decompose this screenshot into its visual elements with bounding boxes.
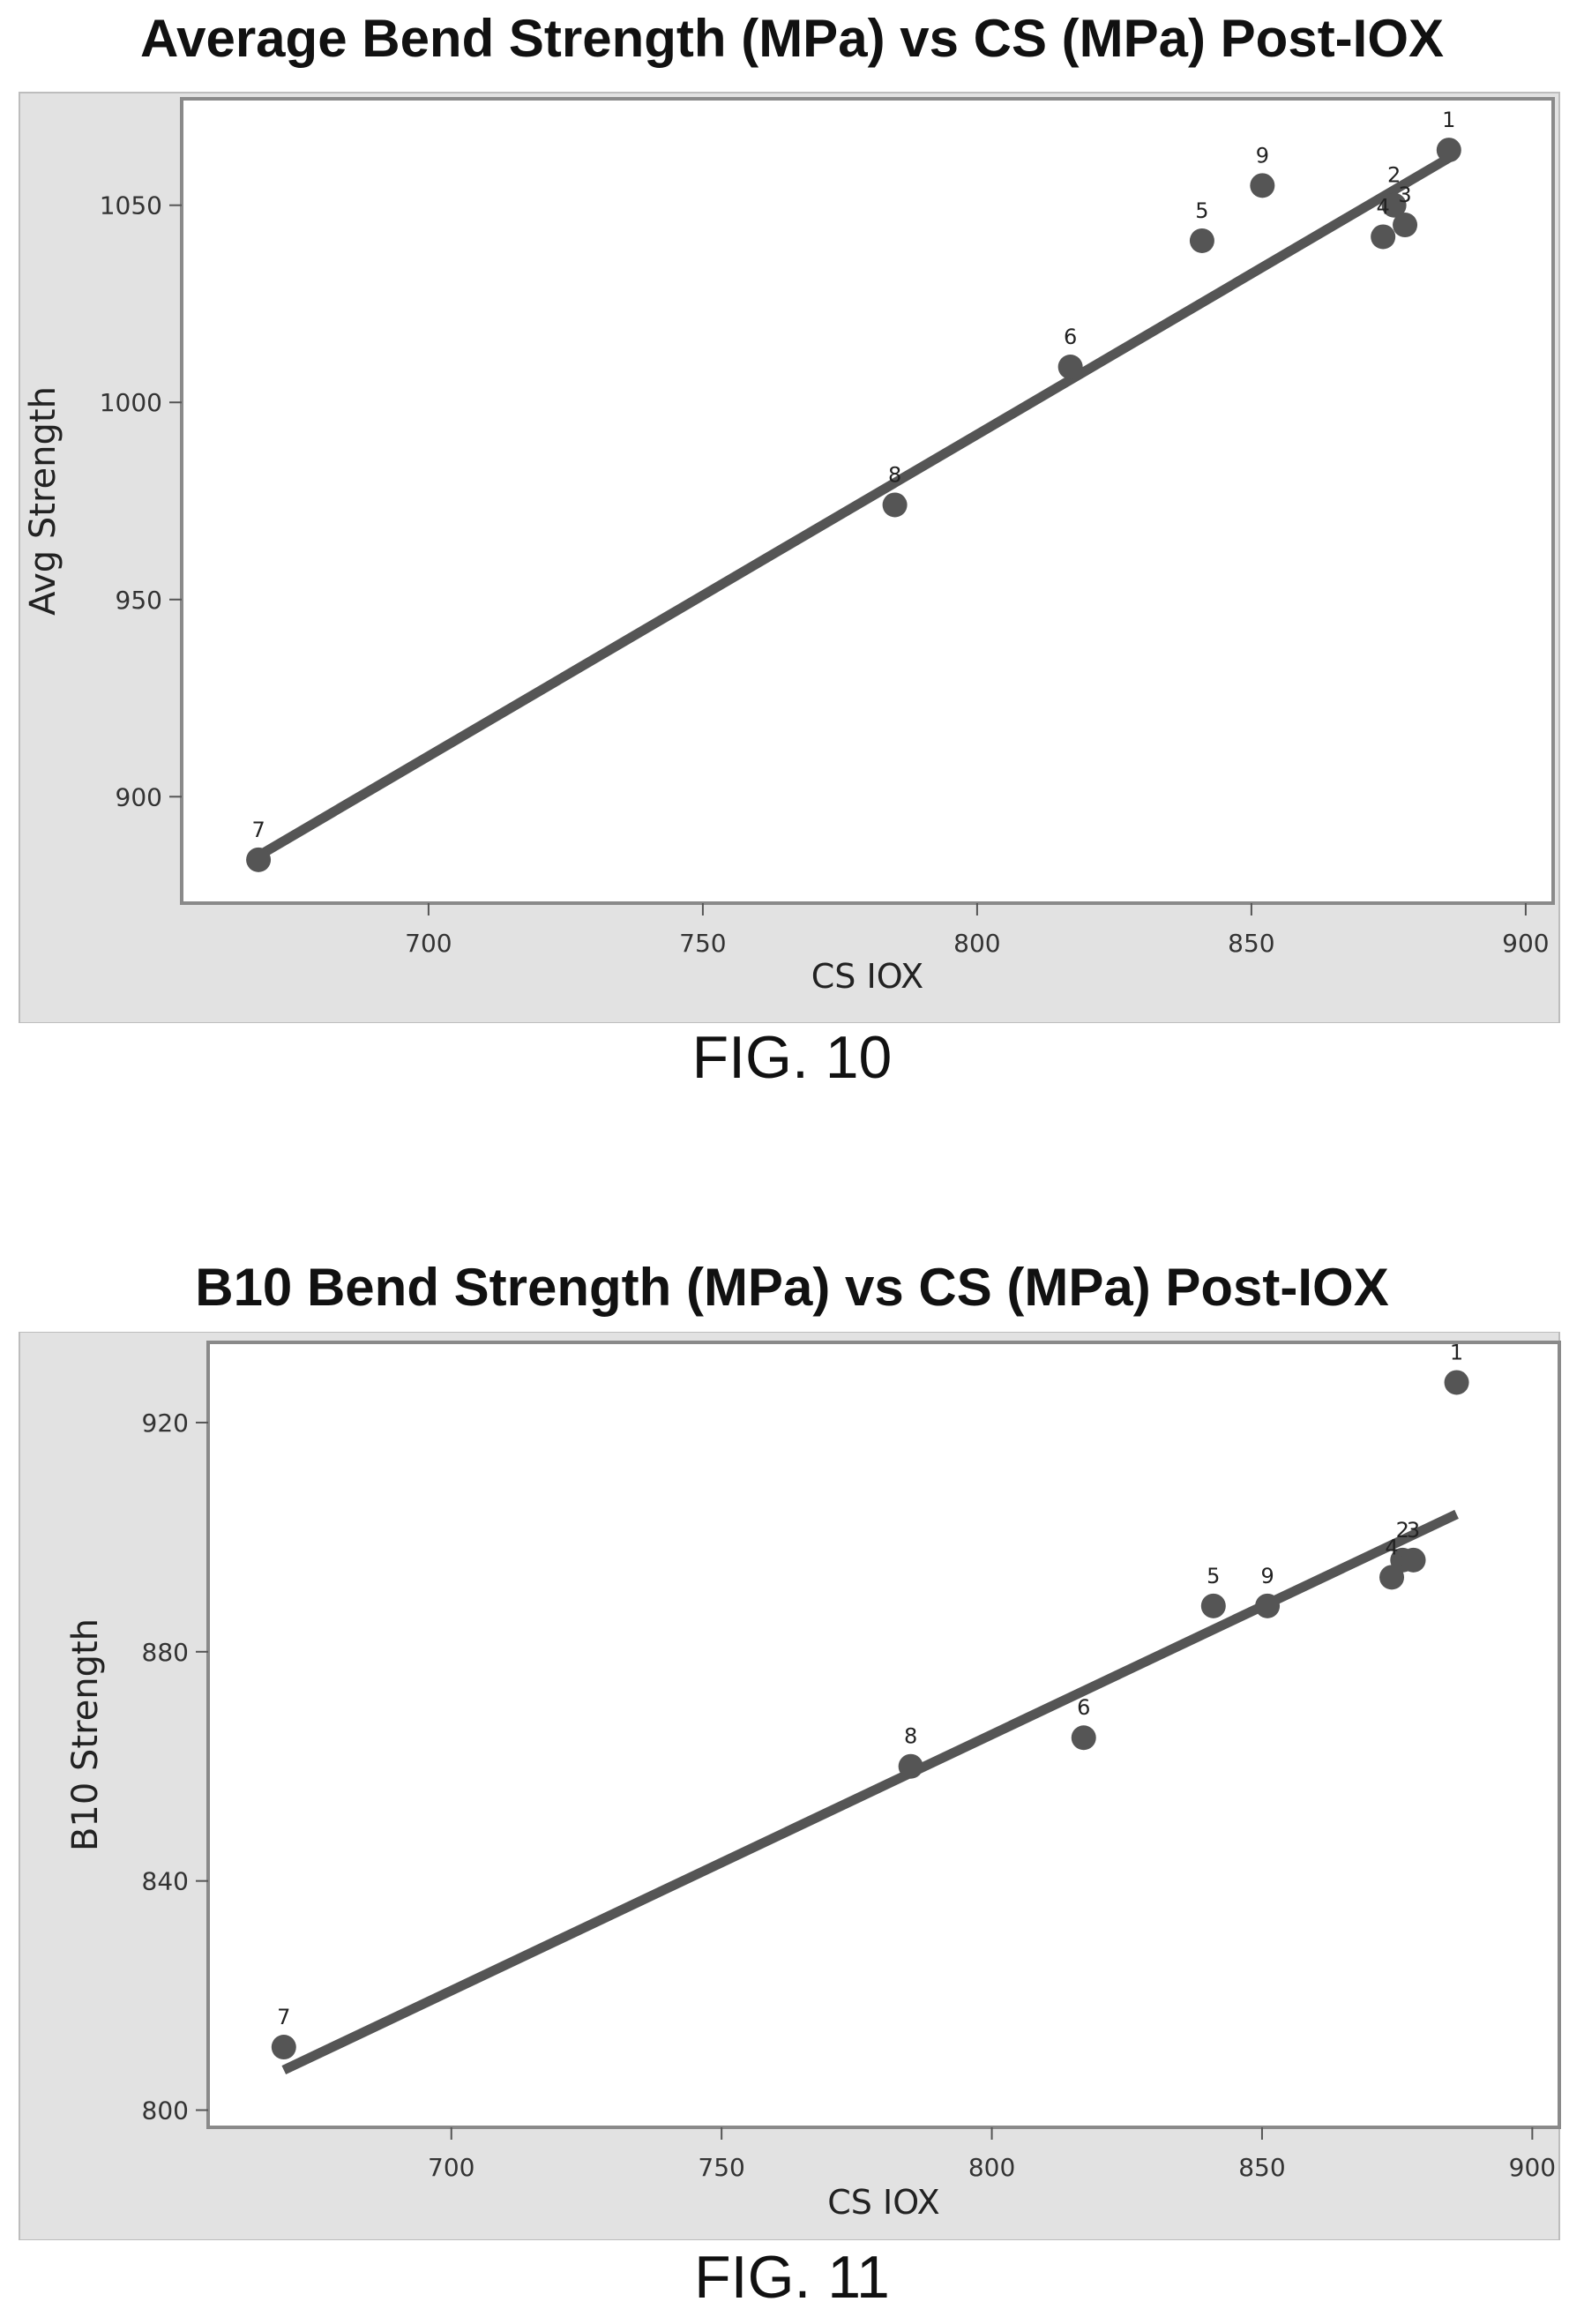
data-point xyxy=(898,1753,923,1779)
figure-caption: FIG. 11 xyxy=(694,2244,890,2311)
x-tick-label: 750 xyxy=(698,2153,744,2182)
data-point-label: 2 xyxy=(1387,163,1401,188)
y-tick-label: 900 xyxy=(116,782,162,811)
data-point xyxy=(1379,1565,1405,1590)
x-axis-label: CS IOX xyxy=(827,2183,939,2222)
data-point xyxy=(1436,138,1461,163)
x-tick-label: 800 xyxy=(953,929,1000,958)
data-point-label: 6 xyxy=(1064,325,1077,349)
data-point-label: 5 xyxy=(1195,198,1208,223)
y-tick-label: 1000 xyxy=(100,388,162,417)
data-point-label: 6 xyxy=(1077,1695,1090,1720)
y-tick-label: 950 xyxy=(116,586,162,615)
data-point-label: 9 xyxy=(1256,143,1269,168)
x-tick-label: 700 xyxy=(428,2153,474,2182)
x-tick-label: 900 xyxy=(1502,929,1549,958)
data-point xyxy=(1189,228,1214,253)
data-point-label: 5 xyxy=(1207,1564,1220,1588)
data-point-label: 7 xyxy=(277,2005,290,2029)
data-point xyxy=(1071,1725,1096,1751)
y-tick-label: 800 xyxy=(142,2096,189,2126)
data-point xyxy=(1393,213,1418,238)
data-point-label: 8 xyxy=(888,462,901,487)
x-tick-label: 700 xyxy=(405,929,452,958)
data-point xyxy=(1444,1370,1469,1395)
y-tick-label: 920 xyxy=(142,1409,189,1438)
data-point xyxy=(1371,224,1396,250)
data-point-label: 1 xyxy=(1442,108,1455,132)
data-point-label: 3 xyxy=(1398,183,1411,207)
data-point xyxy=(1401,1547,1426,1573)
x-tick-label: 900 xyxy=(1509,2153,1556,2182)
data-point xyxy=(1200,1593,1226,1618)
x-tick-label: 850 xyxy=(1238,2153,1285,2182)
x-tick-label: 800 xyxy=(968,2153,1015,2182)
data-point xyxy=(246,847,272,872)
data-point xyxy=(1255,1593,1281,1618)
data-point-label: 7 xyxy=(251,818,265,842)
figure-caption: FIG. 10 xyxy=(691,1024,893,1091)
data-point-label: 4 xyxy=(1377,194,1390,219)
x-tick-label: 850 xyxy=(1228,929,1274,958)
data-point-label: 9 xyxy=(1260,1564,1274,1588)
chart-title: Average Bend Strength (MPa) vs CS (MPa) … xyxy=(139,9,1445,68)
y-tick-label: 840 xyxy=(142,1867,189,1896)
y-tick-label: 880 xyxy=(142,1638,189,1667)
data-point xyxy=(1057,355,1083,379)
data-point-label: 2 xyxy=(1396,1518,1409,1543)
data-point-label: 4 xyxy=(1385,1535,1398,1559)
y-axis-label: Avg Strength xyxy=(23,386,64,616)
regression-line xyxy=(256,153,1452,861)
data-point xyxy=(271,2035,296,2060)
scatter-chart-b10-strength: 700 750 800 850 900 800 840 880 920 CS IOX B10 Str… xyxy=(19,1332,1561,2240)
x-axis-label: CS IOX xyxy=(811,957,923,996)
data-point xyxy=(1381,192,1407,218)
data-point xyxy=(1250,173,1275,198)
y-tick-label: 1050 xyxy=(100,191,162,220)
data-point-label: 8 xyxy=(904,1724,917,1749)
data-point xyxy=(882,492,908,518)
chart-title: B10 Bend Strength (MPa) vs CS (MPa) Post… xyxy=(195,1258,1389,1317)
y-axis-label: B10 Strength xyxy=(65,1618,106,1851)
data-point-label: 1 xyxy=(1450,1340,1463,1364)
scatter-chart-avg-strength: 700 750 800 850 900 900 950 1000 1050 CS IOX Avg S… xyxy=(19,92,1560,1023)
data-point-label: 3 xyxy=(1407,1518,1420,1543)
x-tick-label: 750 xyxy=(679,929,726,958)
